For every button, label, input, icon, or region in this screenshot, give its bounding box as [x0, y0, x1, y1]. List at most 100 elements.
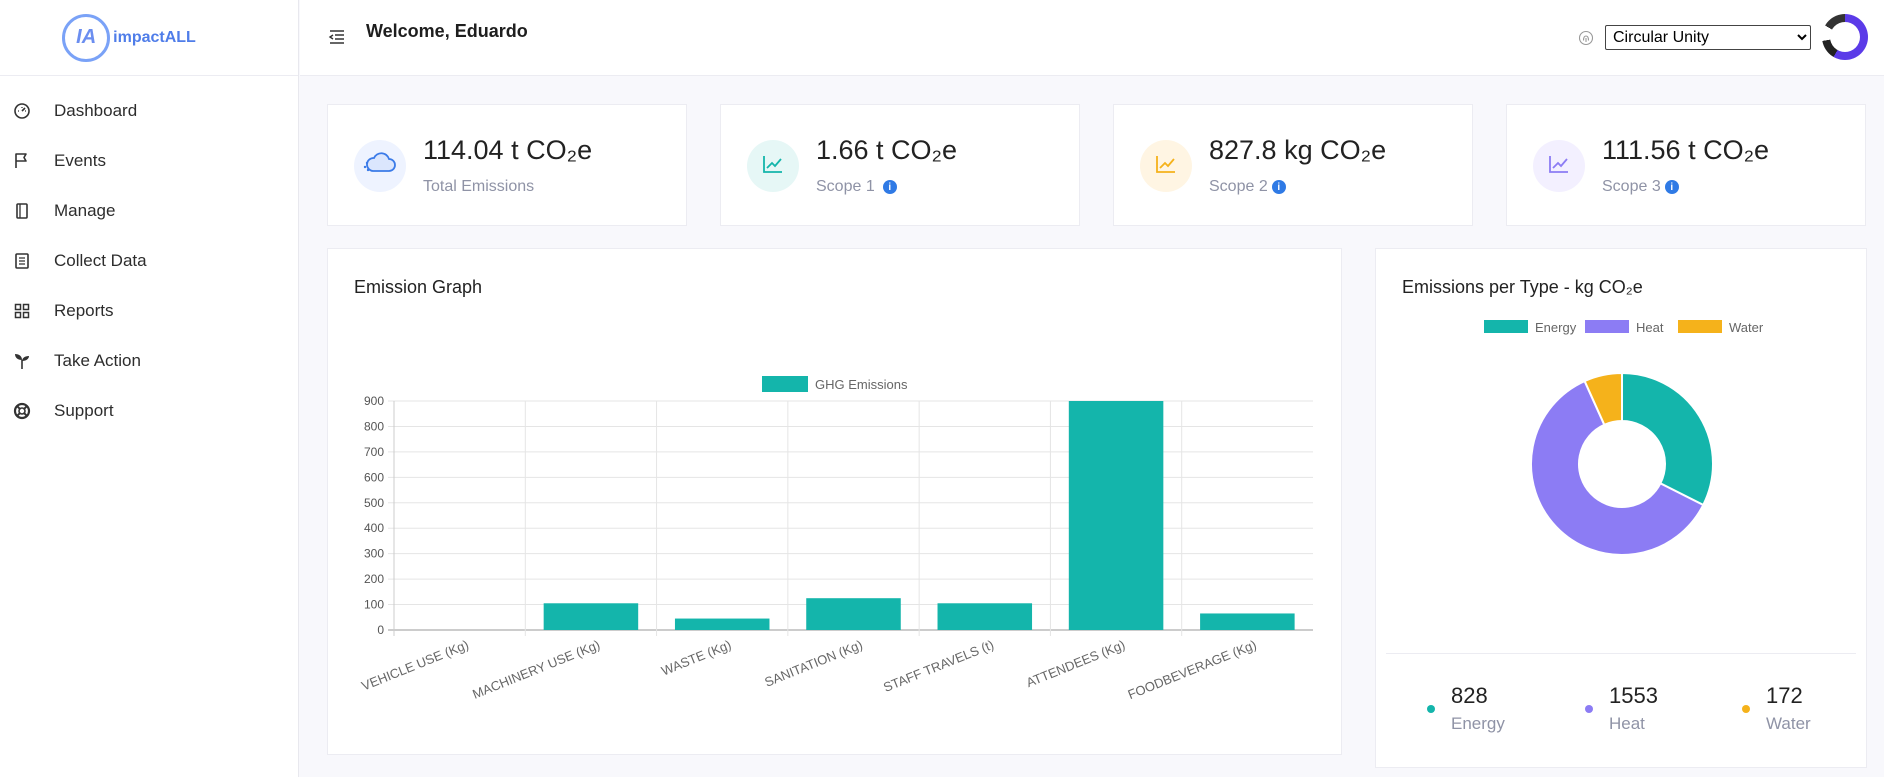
legend-swatch	[762, 376, 808, 392]
legend-swatch	[1678, 320, 1722, 333]
fingerprint-icon	[1578, 30, 1594, 46]
sidebar-item-label: Reports	[54, 301, 114, 320]
emission-bar-chart: GHG Emissions 0 100 200 300 400 500 600 700 800 90…	[359, 376, 1313, 702]
logo-mark: IA	[62, 13, 111, 62]
grid-icon	[12, 301, 32, 321]
y-tick-label: 900	[364, 394, 384, 408]
legend-label: GHG Emissions	[815, 377, 908, 392]
emission-graph-panel: Emission Graph GHG Emissions 0 100 200 300 40…	[327, 248, 1342, 755]
bar	[937, 603, 1033, 630]
bar	[674, 618, 770, 630]
stat-value: 827.8 kg CO₂e	[1209, 135, 1387, 165]
total-label: Energy	[1451, 714, 1505, 733]
stat-icon-wrap	[1533, 140, 1585, 192]
y-tick-label: 200	[364, 572, 384, 586]
x-tick-label: STAFF TRAVELS (t)	[881, 637, 996, 695]
sidebar-item-label: Collect Data	[54, 251, 147, 270]
legend-swatch	[1585, 320, 1629, 333]
bar	[1200, 613, 1295, 630]
stat-label-text: Total Emissions	[423, 178, 535, 195]
stat-value: 111.56 t CO₂e	[1602, 135, 1770, 165]
x-tick-label: ATTENDEES (Kg)	[1024, 637, 1127, 690]
x-tick-label: MACHINERY USE (Kg)	[470, 637, 602, 702]
lifebuoy-icon	[12, 401, 32, 421]
sidebar-item-dashboard[interactable]: Dashboard	[0, 86, 298, 136]
bar	[806, 598, 901, 630]
sidebar-item-collect-data[interactable]: Collect Data	[0, 236, 298, 286]
sidebar-item-support[interactable]: Support	[0, 386, 298, 436]
total-value: 828	[1451, 683, 1488, 708]
stat-value: 1.66 t CO₂e	[816, 135, 958, 165]
stat-label: Scope 1 i	[816, 178, 897, 196]
chart-legend: GHG Emissions	[762, 376, 908, 392]
water-dot	[1742, 705, 1750, 713]
y-tick-label: 600	[364, 470, 384, 484]
donut-slice	[1530, 379, 1705, 556]
cloud-icon	[363, 151, 397, 182]
stat-icon-wrap	[747, 140, 799, 192]
line-chart-icon	[762, 154, 784, 179]
top-header: Welcome, Eduardo Circular Unity	[300, 0, 1884, 76]
y-tick-label: 100	[364, 598, 384, 612]
sidebar-item-label: Support	[54, 401, 114, 420]
info-icon[interactable]: i	[882, 180, 897, 194]
y-tick-label: 300	[364, 547, 384, 561]
stat-icon-wrap	[1140, 140, 1192, 192]
donut-slice	[1621, 371, 1714, 507]
sidebar: IA impactALL Dashboard Events Manage Co	[0, 0, 299, 777]
gauge-icon	[12, 101, 32, 121]
collapse-menu-icon[interactable]	[326, 26, 348, 48]
y-tick-label: 400	[364, 521, 384, 535]
heat-dot	[1585, 705, 1593, 713]
legend-label: Energy	[1535, 320, 1577, 335]
list-icon	[12, 251, 32, 271]
y-tick-label: 700	[364, 445, 384, 459]
stat-card-scope-1: 1.66 t CO₂e Scope 1 i	[720, 104, 1080, 226]
divider	[1386, 653, 1856, 654]
sprout-icon	[12, 351, 32, 371]
total-label: Heat	[1609, 714, 1645, 733]
welcome-title: Welcome, Eduardo	[366, 21, 528, 41]
emissions-donut-chart: Energy Heat Water	[1484, 320, 1764, 556]
avatar[interactable]	[1822, 14, 1868, 60]
info-icon[interactable]: i	[1271, 180, 1286, 194]
logo[interactable]: IA impactALL	[0, 0, 298, 76]
sidebar-nav: Dashboard Events Manage Collect Data Rep…	[0, 76, 298, 436]
organization-select[interactable]: Circular Unity	[1605, 25, 1811, 50]
stat-card-total: 114.04 t CO₂e Total Emissions	[327, 104, 687, 226]
line-chart-icon	[1548, 154, 1570, 179]
total-value: 172	[1766, 683, 1803, 708]
legend-label: Water	[1729, 320, 1764, 335]
info-icon[interactable]: i	[1664, 180, 1679, 194]
x-tick-label: SANITATION (Kg)	[762, 637, 864, 690]
bar	[543, 603, 639, 630]
sidebar-item-events[interactable]: Events	[0, 136, 298, 186]
y-tick-label: 500	[364, 496, 384, 510]
total-value: 1553	[1609, 683, 1658, 708]
y-tick-label: 0	[377, 623, 384, 637]
line-chart-icon	[1155, 154, 1177, 179]
sidebar-item-label: Take Action	[54, 351, 141, 370]
sidebar-item-reports[interactable]: Reports	[0, 286, 298, 336]
sidebar-item-take-action[interactable]: Take Action	[0, 336, 298, 386]
sidebar-item-label: Manage	[54, 201, 116, 220]
bar	[1068, 401, 1164, 630]
legend-swatch	[1484, 320, 1528, 333]
stat-label-text: Scope 3	[1602, 178, 1661, 195]
logo-text: impactALL	[113, 28, 196, 46]
sidebar-item-label: Dashboard	[54, 101, 138, 120]
x-tick-label: WASTE (Kg)	[659, 637, 733, 679]
energy-dot	[1427, 705, 1435, 713]
legend-label: Heat	[1636, 320, 1664, 335]
book-icon	[12, 201, 32, 221]
x-tick-label: VEHICLE USE (Kg)	[359, 637, 470, 694]
emissions-per-type-panel: Emissions per Type - kg CO₂e Energy Heat W…	[1375, 248, 1867, 768]
stat-label-text: Scope 2	[1209, 178, 1268, 195]
x-tick-label: FOODBEVERAGE (Kg)	[1126, 637, 1259, 702]
donut-slice	[1583, 371, 1623, 427]
total-label: Water	[1766, 714, 1811, 733]
sidebar-item-manage[interactable]: Manage	[0, 186, 298, 236]
y-tick-label: 800	[364, 419, 384, 433]
